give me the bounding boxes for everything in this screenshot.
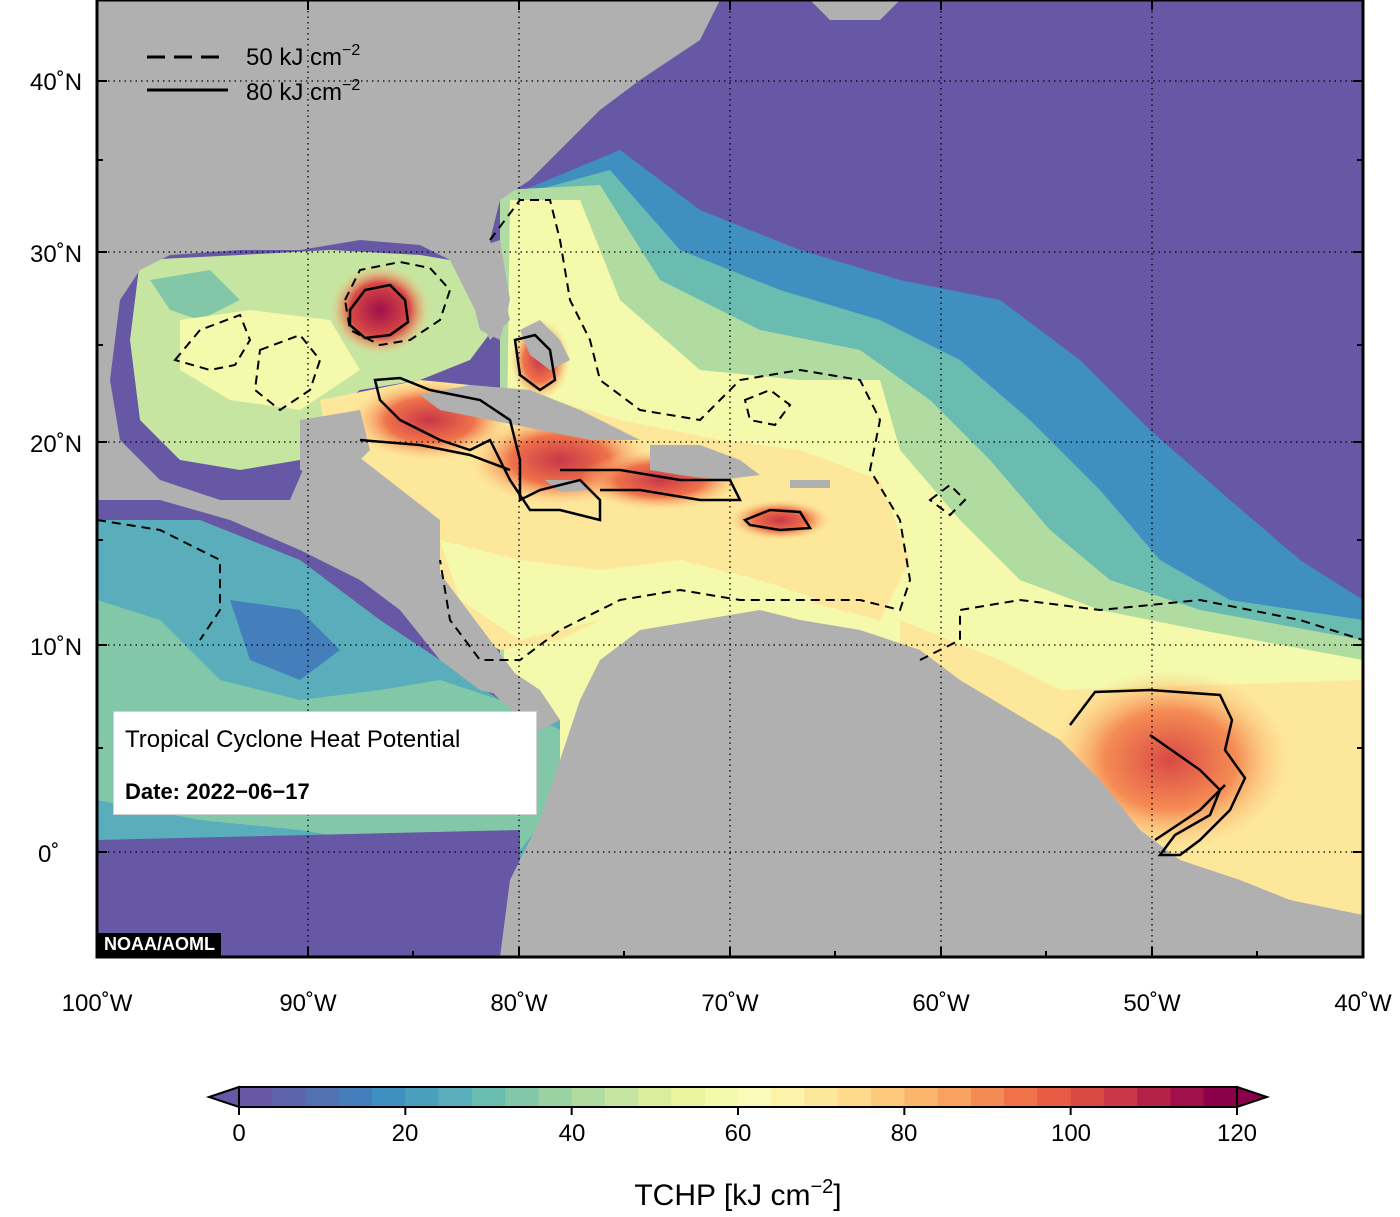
colorbar-bin	[771, 1087, 806, 1107]
hispaniola	[650, 445, 760, 480]
info-box: Tropical Cyclone Heat Potential Date: 20…	[113, 711, 537, 815]
colorbar-bin	[538, 1087, 573, 1107]
lat-label-20n: 20˚N	[30, 431, 82, 458]
nova-scotia	[810, 0, 900, 20]
lat-label-10n: 10˚N	[30, 634, 82, 661]
colorbar-bin	[1004, 1087, 1038, 1107]
colorbar-bin	[338, 1087, 373, 1107]
colorbar-bin	[1037, 1087, 1072, 1107]
colorbar-title: TCHP [kJ cm−2]	[634, 1176, 841, 1212]
colorbar-tick-20: 20	[392, 1120, 419, 1147]
colorbar-bin	[638, 1087, 672, 1107]
contour-50-atlantic-coast	[439, 199, 912, 661]
contour-80-bahamas	[513, 333, 557, 392]
gulf-west-blue	[150, 270, 240, 320]
lon-label-100w: 100˚W	[62, 990, 133, 1017]
loop-current-eddy	[330, 265, 430, 355]
contour-50-eddy-east	[928, 483, 967, 517]
colorbar-bin	[438, 1087, 473, 1107]
contour-50-gulf-west	[173, 313, 252, 372]
colorbar-bin	[305, 1087, 340, 1107]
colorbar-tick-40: 40	[559, 1120, 586, 1147]
colorbar-bin	[1170, 1087, 1205, 1107]
contour-50-atlantic-east	[919, 598, 1363, 661]
colorbar-bin	[937, 1087, 972, 1107]
contour-50-eddy-north	[743, 388, 792, 427]
colorbar-bin	[970, 1087, 1005, 1107]
lon-label-80w: 80˚W	[490, 990, 548, 1017]
gulf-yellow	[180, 310, 360, 410]
colorbar-bin	[738, 1087, 772, 1107]
colorbar-bin	[471, 1087, 506, 1107]
colorbar-bin	[804, 1087, 839, 1107]
east-carib-hotspot	[730, 500, 830, 540]
legend-dashed-label: 50 kJ cm−2	[246, 42, 360, 71]
lat-label-0: 0˚	[38, 841, 59, 868]
colorbar-bin	[1103, 1087, 1138, 1107]
credit-label: NOAA/AOML	[98, 933, 221, 956]
map-ticks	[97, 0, 1363, 957]
contour-legend: 50 kJ cm−2 80 kJ cm−2	[147, 42, 360, 106]
colorbar-min-arrow	[205, 1085, 240, 1109]
lat-label-40n: 40˚N	[30, 69, 82, 96]
colorbar-bin	[505, 1087, 539, 1107]
legend-solid-label: 80 kJ cm−2	[246, 77, 360, 106]
lon-label-60w: 60˚W	[912, 990, 970, 1017]
lat-label-30n: 30˚N	[30, 241, 82, 268]
colorbar-bin	[405, 1087, 440, 1107]
info-date: Date: 2022−06−17	[125, 779, 310, 804]
colorbar-bin	[1137, 1087, 1171, 1107]
north-america	[97, 0, 720, 700]
colorbar-bin	[604, 1087, 639, 1107]
central-america	[320, 450, 560, 730]
colorbar-max-arrow	[1236, 1085, 1271, 1109]
contour-80-loop-eddy	[348, 283, 410, 340]
colorbar-bin	[1203, 1087, 1238, 1107]
colorbar-ticks: 0 20 40 60 80 100 120	[232, 1120, 1257, 1147]
contour-80-brazil-inner	[1154, 784, 1226, 842]
colorbar	[205, 1085, 1271, 1115]
jamaica	[545, 480, 590, 492]
colorbar-bin	[837, 1087, 872, 1107]
colorbar-tick-100: 100	[1051, 1120, 1091, 1147]
contour-80-brazil	[1069, 688, 1247, 857]
land-masses	[97, 0, 1363, 957]
colorbar-bin	[704, 1087, 739, 1107]
caribbean-light	[440, 540, 820, 640]
florida	[470, 240, 510, 340]
colorbar-tick-120: 120	[1217, 1120, 1257, 1147]
contour-80-east-carib	[742, 508, 813, 532]
lon-label-40w: 40˚W	[1334, 990, 1392, 1017]
colorbar-bin	[1070, 1087, 1105, 1107]
puerto-rico	[790, 480, 830, 488]
lon-label-50w: 50˚W	[1123, 990, 1181, 1017]
yucatan	[300, 410, 370, 480]
lon-label-90w: 90˚W	[279, 990, 337, 1017]
contour-50-gulf-center	[253, 333, 322, 412]
colorbar-bin	[671, 1087, 706, 1107]
lon-label-70w: 70˚W	[701, 990, 759, 1017]
colorbar-bin	[904, 1087, 939, 1107]
contour-80-haiti-south	[560, 468, 743, 502]
info-title: Tropical Cyclone Heat Potential	[125, 726, 461, 753]
south-pacific-deep	[97, 830, 520, 957]
colorbar-tick-60: 60	[725, 1120, 752, 1147]
colorbar-tick-80: 80	[891, 1120, 918, 1147]
east-pacific-blue	[230, 600, 340, 680]
contour-50-gulf	[343, 260, 452, 347]
colorbar-bin	[871, 1087, 905, 1107]
south-america	[500, 610, 1363, 957]
colorbar-bin	[571, 1087, 606, 1107]
colorbar-tick-0: 0	[232, 1120, 245, 1147]
colorbar-bin	[372, 1087, 406, 1107]
colorbar-bin	[272, 1087, 307, 1107]
colorbar-bin	[239, 1087, 273, 1107]
